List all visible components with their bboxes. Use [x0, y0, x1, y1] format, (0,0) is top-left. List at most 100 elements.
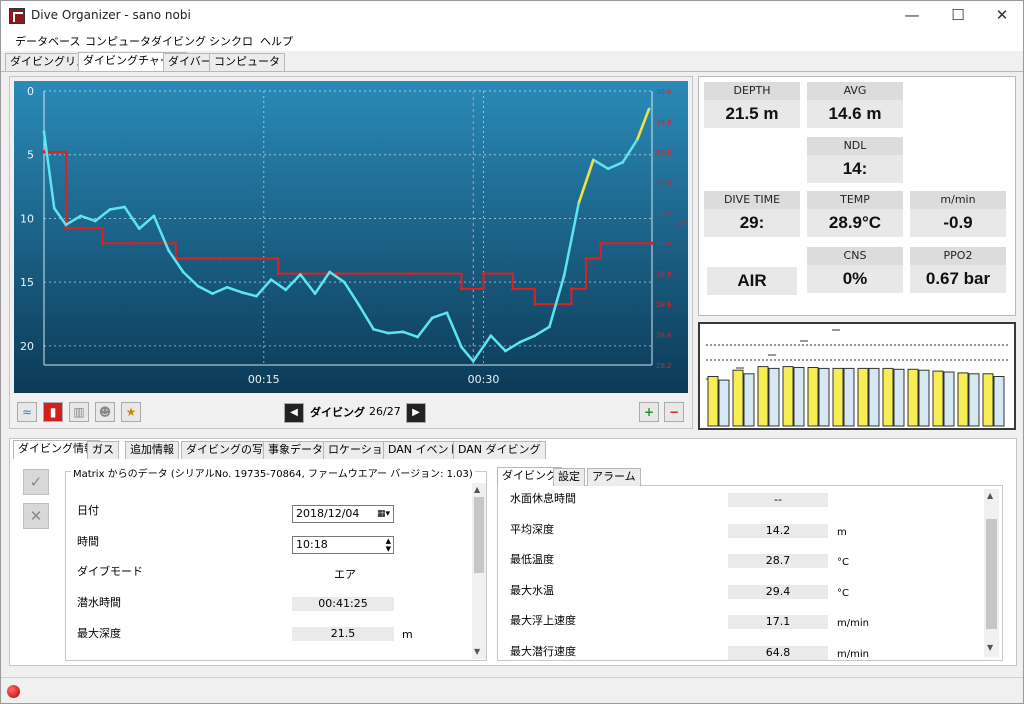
ppo2-bar-yellow	[832, 367, 844, 427]
depth-point	[606, 167, 610, 171]
detail-value: 17.1	[728, 615, 828, 629]
detail-value: 29.4	[728, 584, 828, 599]
tab-computer[interactable]: コンピュータ	[209, 53, 285, 71]
depth-label: DEPTH	[704, 82, 800, 100]
depth-point	[52, 206, 56, 210]
close-button[interactable]: ✕	[995, 6, 1009, 24]
info-tab-events[interactable]: 事象データ	[263, 441, 328, 459]
menu-sync[interactable]: シンクロ	[209, 35, 253, 48]
menu-computer[interactable]: コンピュータ	[85, 35, 151, 48]
date-field[interactable]: 2018/12/04 ▦▾	[292, 505, 394, 523]
depth-point	[181, 270, 185, 274]
time-spinner-icon[interactable]: ▲ ▼	[385, 537, 391, 553]
ppo2-bar-blue	[993, 376, 1005, 427]
scroll-up-icon[interactable]: ▲	[474, 485, 481, 494]
cancel-icon[interactable]: ✕	[23, 503, 49, 529]
calendar-dropdown-icon[interactable]: ▦▾	[376, 509, 390, 519]
time-value: 10:18	[296, 538, 328, 551]
menu-database[interactable]: データベース	[15, 35, 81, 48]
time-field[interactable]: 10:18 ▲ ▼	[292, 536, 394, 554]
tank-view-icon[interactable]: ▥	[69, 402, 89, 422]
ascent-warning-segment	[577, 159, 595, 204]
time-tick-label: 00:30	[468, 373, 500, 386]
depth-point	[152, 214, 156, 218]
remove-icon[interactable]: −	[664, 402, 684, 422]
temperature-point	[459, 287, 464, 291]
ppo2-bar-blue	[918, 369, 930, 427]
detail-scroll-thumb[interactable]	[986, 519, 997, 629]
confirm-icon[interactable]: ✓	[23, 469, 49, 495]
temperature-view-icon[interactable]: ▮	[43, 402, 63, 422]
right-scrollbar[interactable]: ▲ ▼	[984, 489, 999, 657]
detail-scroll-up-icon[interactable]: ▲	[987, 491, 994, 500]
info-tab-extra[interactable]: 追加情報	[125, 441, 179, 459]
duration-value: 00:41:25	[292, 597, 394, 611]
tab-diver[interactable]: ダイバー	[163, 53, 217, 71]
depth-point	[357, 303, 361, 307]
scroll-thumb[interactable]	[474, 497, 484, 573]
temp-label: TEMP	[807, 191, 903, 209]
next-dive-icon[interactable]: ▶	[406, 403, 426, 423]
depth-point	[489, 334, 493, 338]
source-caption: Matrix からのデータ (シリアルNo. 19735-70864, ファーム…	[71, 465, 475, 480]
sub-tab-alarm[interactable]: アラーム	[587, 468, 641, 486]
info-tab-dan-events[interactable]: DAN イベント	[383, 441, 465, 459]
ppo2-bar-yellow	[957, 372, 969, 427]
ppo2-bar-yellow	[782, 366, 794, 427]
info-tab-gas[interactable]: ガス	[87, 441, 119, 459]
ppo2-label: PPO2	[910, 247, 1006, 265]
depth-point	[211, 292, 214, 296]
depth-point	[225, 285, 229, 289]
depth-point	[533, 334, 537, 338]
depth-tick-label: 20	[20, 340, 34, 353]
favorite-view-icon[interactable]: ★	[121, 402, 141, 422]
depth-point	[298, 273, 302, 276]
temperature-point	[335, 272, 339, 276]
detail-value: --	[728, 493, 828, 507]
temperature-point	[650, 241, 654, 245]
depth-view-icon[interactable]: ≈	[17, 402, 37, 422]
info-tab-location[interactable]: ロケーション	[323, 441, 399, 459]
depth-point	[167, 248, 170, 252]
temperature-point	[276, 272, 281, 276]
source-group	[65, 471, 487, 661]
ppo2-bar-chart	[706, 329, 1008, 427]
depth-point	[313, 292, 317, 296]
dive-profile-chart[interactable]: 0 5 10 15 20 00:15 00:30 30.0 29.8 29.6 29.4 29.2 29…	[9, 76, 693, 429]
detail-unit: m	[837, 526, 847, 538]
app-logo-icon	[9, 8, 25, 24]
maximize-button[interactable]: ☐	[951, 6, 965, 24]
left-scrollbar[interactable]: ▲ ▼	[472, 483, 486, 659]
ppo2-bar-yellow	[932, 370, 944, 427]
menu-diving[interactable]: ダイビング	[151, 35, 206, 48]
temperature-point	[64, 226, 68, 230]
info-tab-dan-dive[interactable]: DAN ダイビング	[453, 441, 546, 459]
temp-tick-label: 28.8	[656, 271, 672, 279]
dive-profile-svg: 0 5 10 15 20 00:15 00:30 30.0 29.8 29.6 29.4 29.2 29…	[14, 81, 688, 393]
add-icon[interactable]: +	[639, 402, 659, 422]
menu-help[interactable]: ヘルプ	[260, 35, 293, 48]
sub-tab-dive[interactable]: ダイビング	[497, 467, 562, 486]
info-tab-photos[interactable]: ダイビングの写真	[181, 441, 279, 459]
diver-view-icon[interactable]: ☻	[95, 402, 115, 422]
prev-dive-icon[interactable]: ◀	[284, 403, 304, 423]
temp-value: 28.9°C	[807, 209, 903, 237]
temperature-series-line	[44, 150, 652, 306]
scroll-down-icon[interactable]: ▼	[474, 647, 481, 656]
info-tab-dive-info[interactable]: ダイビング情報	[13, 440, 100, 459]
detail-label: 水面休息時間	[510, 492, 576, 505]
sub-tab-settings[interactable]: 設定	[553, 468, 585, 486]
detail-scroll-down-icon[interactable]: ▼	[987, 643, 994, 652]
ndl-value: 14:	[807, 155, 903, 183]
time-tick-label: 00:15	[248, 373, 280, 386]
depth-point	[240, 290, 244, 294]
ppo2-bar-blue	[768, 367, 780, 427]
temp-tick-label: 29.2	[656, 210, 672, 218]
minimize-button[interactable]: —	[904, 6, 920, 24]
duration-label: 潜水時間	[77, 596, 121, 609]
tab-divider	[1, 71, 1023, 72]
depth-point	[328, 270, 332, 274]
time-label: 時間	[77, 535, 99, 548]
tab-dive-chart[interactable]: ダイビングチャート	[78, 52, 187, 71]
